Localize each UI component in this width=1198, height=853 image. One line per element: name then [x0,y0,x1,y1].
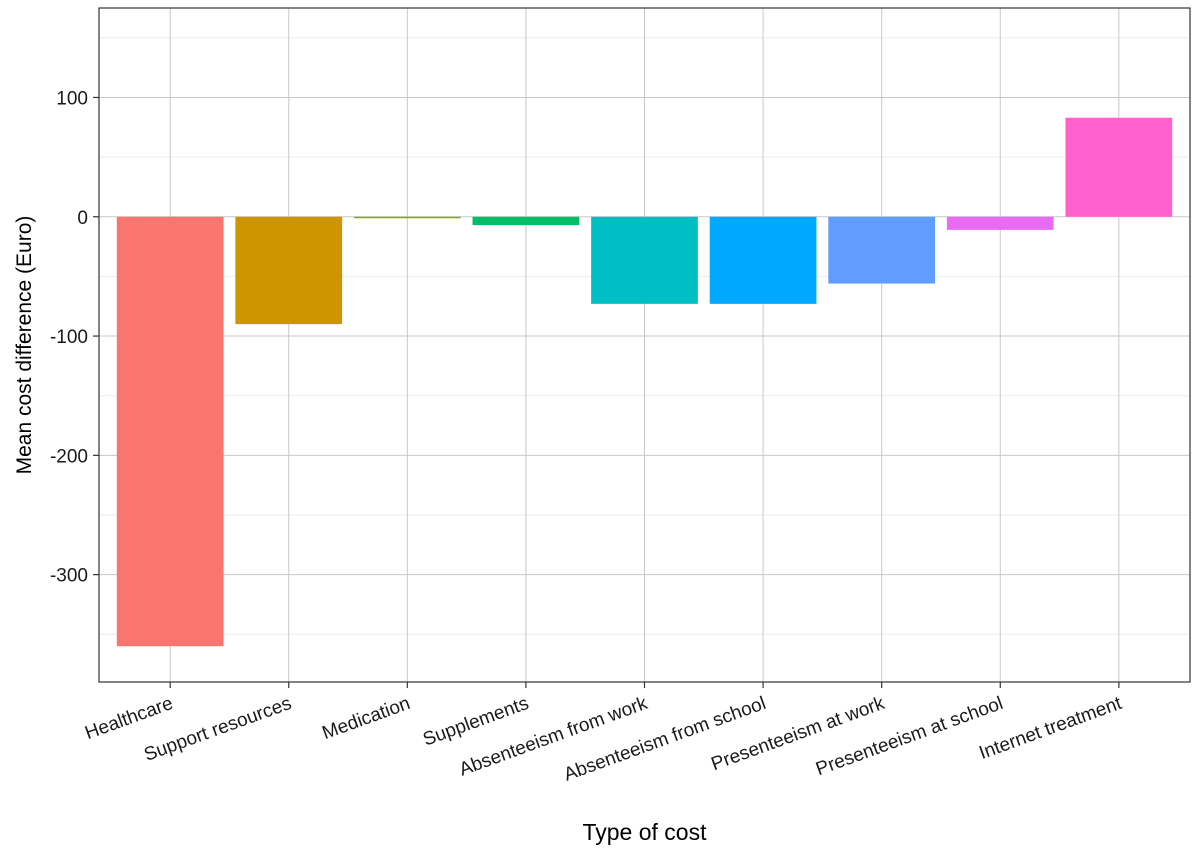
bar [946,216,1054,230]
bar [828,216,936,284]
x-tick-label: Absenteeism from school [561,693,769,786]
x-tick-label: Medication [320,693,414,744]
x-axis-title: Type of cost [582,819,707,845]
bar [1065,117,1173,217]
bar [472,216,580,226]
x-tick-label: Absenteeism from work [456,693,650,781]
bar [116,216,224,647]
bar [353,216,461,219]
y-axis: -300 -200 -100 0 100 [50,88,99,587]
y-tick-label: 0 [77,208,88,229]
bar [591,216,698,304]
bar [709,216,817,304]
x-tick-label: Healthcare [82,693,176,744]
bars [116,117,1173,647]
y-tick-label: 100 [56,88,88,109]
bar [235,216,343,325]
y-axis-title: Mean cost difference (Euro) [13,216,36,475]
y-tick-label: -300 [50,566,88,587]
major-gridlines [99,8,1190,682]
y-tick-label: -200 [50,446,88,467]
y-tick-label: -100 [50,327,88,348]
